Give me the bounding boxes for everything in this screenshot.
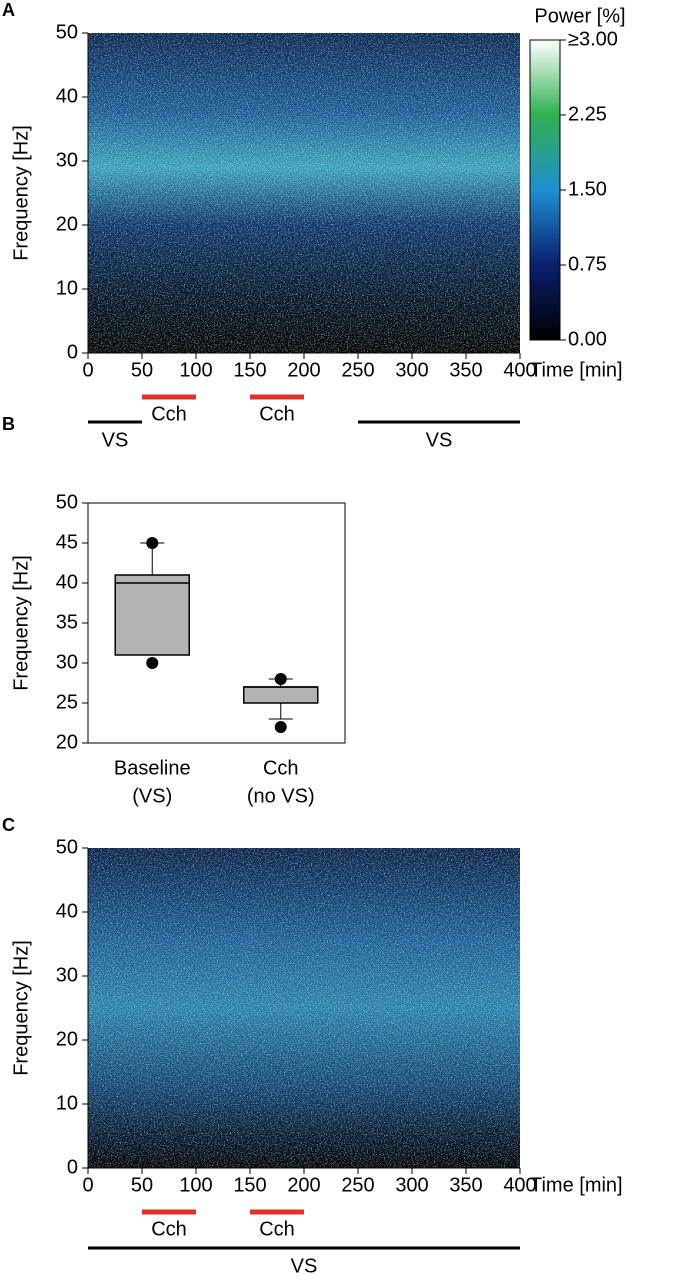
- colorbar-tick-label: 2.25: [568, 103, 607, 125]
- x-tick-label: 0: [82, 1174, 93, 1196]
- x-axis-label: Time [min]: [530, 1174, 623, 1196]
- box: [114, 574, 190, 656]
- x-tick-label: Baseline: [114, 757, 191, 779]
- y-tick-label: 50: [56, 836, 78, 858]
- point: [274, 721, 287, 733]
- y-tick-label: 30: [56, 964, 78, 986]
- colorbar: [529, 39, 561, 341]
- x-tick-label: 350: [449, 359, 482, 381]
- x-tick-label: 150: [233, 359, 266, 381]
- y-axis-label: Frequency [Hz]: [10, 125, 32, 261]
- box: [243, 686, 319, 704]
- spectrogram-noise: [88, 33, 520, 353]
- y-tick-label: 25: [56, 691, 78, 713]
- y-tick-label: 40: [56, 900, 78, 922]
- x-tick-label: 400: [503, 359, 536, 381]
- treatment-label: Cch: [259, 1218, 295, 1240]
- colorbar-tick-label: ≥3.00: [568, 28, 618, 50]
- x-tick-label: 200: [287, 359, 320, 381]
- point: [274, 673, 287, 685]
- y-tick-label: 40: [56, 571, 78, 593]
- y-tick-label: 20: [56, 213, 78, 235]
- colorbar-title: Power [%]: [534, 5, 625, 27]
- panel-label: C: [2, 815, 15, 835]
- point: [146, 537, 159, 549]
- x-tick-label: 100: [179, 359, 212, 381]
- y-axis-label: Frequency [Hz]: [10, 940, 32, 1076]
- panel-label: A: [2, 0, 15, 20]
- x-tick-label: 50: [131, 359, 153, 381]
- colorbar-tick-label: 0.75: [568, 253, 607, 275]
- x-tick-label: 250: [341, 1174, 374, 1196]
- x-tick-label: 100: [179, 1174, 212, 1196]
- colorbar-tick-label: 1.50: [568, 178, 607, 200]
- condition-label: VS: [291, 1255, 318, 1277]
- x-tick-label: 200: [287, 1174, 320, 1196]
- y-tick-label: 45: [56, 531, 78, 553]
- x-tick-label: (no VS): [247, 785, 315, 807]
- y-tick-label: 20: [56, 1028, 78, 1050]
- treatment-label: Cch: [151, 1218, 187, 1240]
- x-tick-label: 150: [233, 1174, 266, 1196]
- y-tick-label: 50: [56, 21, 78, 43]
- x-tick-label: (VS): [132, 785, 172, 807]
- x-tick-label: 350: [449, 1174, 482, 1196]
- spectrogram-noise: [88, 848, 520, 1168]
- x-tick-label: 250: [341, 359, 374, 381]
- y-tick-label: 0: [67, 1156, 78, 1178]
- x-tick-label: 0: [82, 359, 93, 381]
- x-tick-label: 300: [395, 1174, 428, 1196]
- x-tick-label: 300: [395, 359, 428, 381]
- y-tick-label: 30: [56, 149, 78, 171]
- y-tick-label: 50: [56, 491, 78, 513]
- y-tick-label: 30: [56, 651, 78, 673]
- y-tick-label: 10: [56, 1092, 78, 1114]
- point: [146, 657, 159, 669]
- colorbar-tick-label: 0.00: [568, 328, 607, 350]
- y-tick-label: 40: [56, 85, 78, 107]
- x-tick-label: 50: [131, 1174, 153, 1196]
- panel-label: B: [2, 414, 15, 434]
- x-axis-label: Time [min]: [530, 359, 623, 381]
- x-tick-label: 400: [503, 1174, 536, 1196]
- condition-label: VS: [426, 429, 453, 451]
- treatment-label: Cch: [151, 403, 187, 425]
- y-tick-label: 10: [56, 277, 78, 299]
- y-tick-label: 35: [56, 611, 78, 633]
- y-tick-label: 20: [56, 731, 78, 753]
- treatment-label: Cch: [259, 403, 295, 425]
- y-axis-label: Frequency [Hz]: [10, 555, 32, 691]
- condition-label: VS: [102, 429, 129, 451]
- y-tick-label: 0: [67, 341, 78, 363]
- x-tick-label: Cch: [263, 757, 299, 779]
